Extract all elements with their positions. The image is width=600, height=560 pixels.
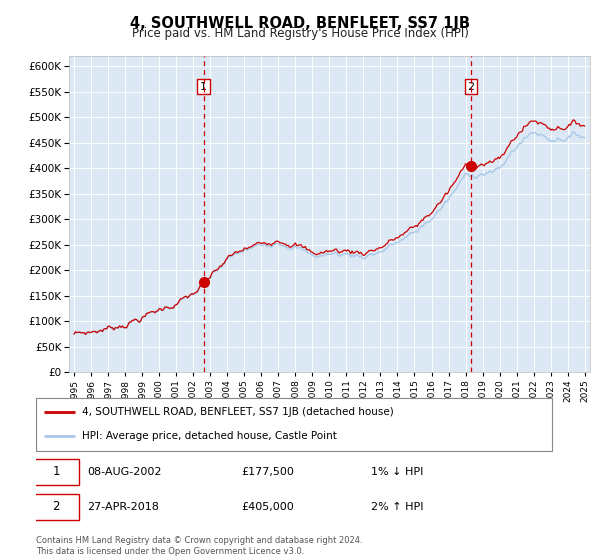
Text: £177,500: £177,500	[241, 467, 294, 477]
Text: Price paid vs. HM Land Registry's House Price Index (HPI): Price paid vs. HM Land Registry's House …	[131, 27, 469, 40]
FancyBboxPatch shape	[34, 459, 79, 485]
Text: 2% ↑ HPI: 2% ↑ HPI	[371, 502, 424, 512]
Text: Contains HM Land Registry data © Crown copyright and database right 2024.
This d: Contains HM Land Registry data © Crown c…	[36, 536, 362, 556]
Text: 1% ↓ HPI: 1% ↓ HPI	[371, 467, 423, 477]
Text: 2: 2	[467, 82, 475, 92]
FancyBboxPatch shape	[36, 398, 552, 451]
Text: 2: 2	[52, 500, 60, 514]
Text: HPI: Average price, detached house, Castle Point: HPI: Average price, detached house, Cast…	[82, 431, 337, 441]
Text: 4, SOUTHWELL ROAD, BENFLEET, SS7 1JB (detached house): 4, SOUTHWELL ROAD, BENFLEET, SS7 1JB (de…	[82, 407, 394, 417]
Text: 1: 1	[52, 465, 60, 478]
Text: 08-AUG-2002: 08-AUG-2002	[88, 467, 162, 477]
Text: 1: 1	[200, 82, 207, 92]
Text: 4, SOUTHWELL ROAD, BENFLEET, SS7 1JB: 4, SOUTHWELL ROAD, BENFLEET, SS7 1JB	[130, 16, 470, 31]
FancyBboxPatch shape	[34, 494, 79, 520]
Text: £405,000: £405,000	[241, 502, 294, 512]
Text: 27-APR-2018: 27-APR-2018	[88, 502, 159, 512]
